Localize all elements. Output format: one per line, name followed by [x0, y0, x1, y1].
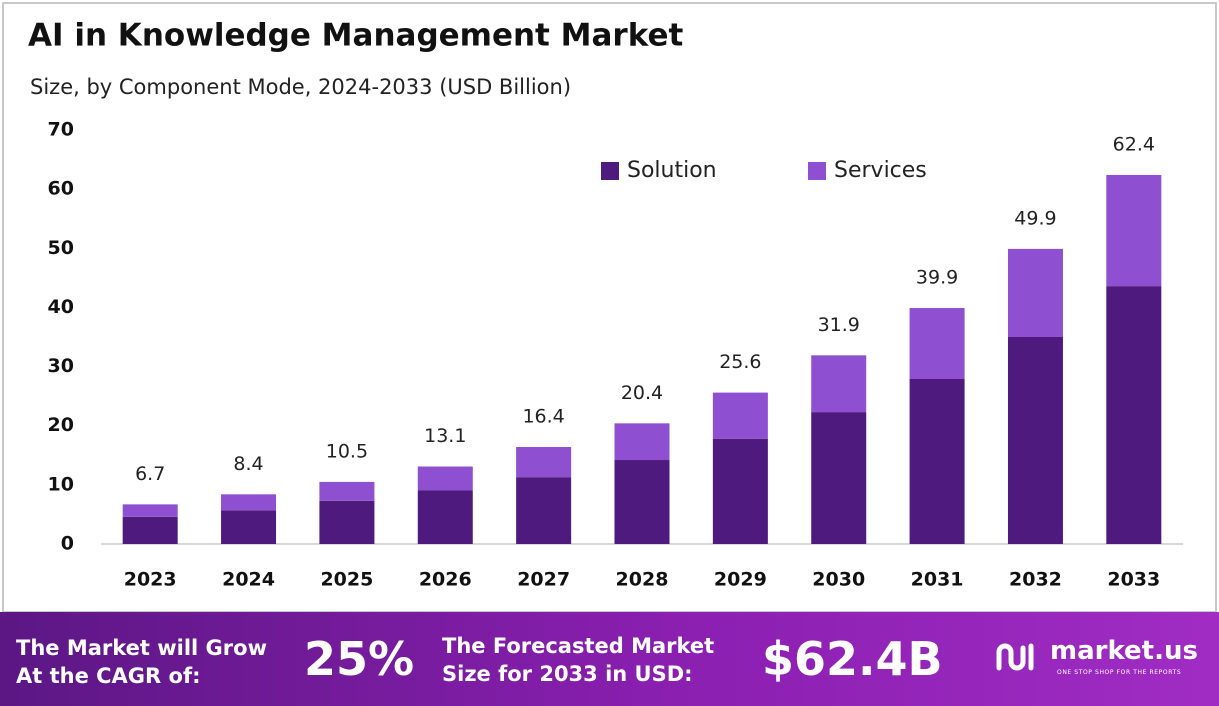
bar-segment: [1106, 174, 1162, 287]
total-label: 31.9: [818, 314, 860, 336]
total-label: 49.9: [1014, 207, 1056, 229]
x-tick-label: 2028: [616, 569, 669, 591]
total-label: 6.7: [135, 463, 165, 485]
bar-segment: [1106, 286, 1162, 544]
y-tick-label: 40: [48, 296, 74, 318]
legend-swatch: [601, 162, 619, 180]
bar-segment: [122, 516, 178, 544]
brand: market.us: [1050, 636, 1198, 666]
x-tick-label: 2030: [812, 569, 865, 591]
bar-segment: [319, 500, 375, 544]
bar-segment: [712, 438, 768, 544]
cagr-value: 25%: [304, 632, 415, 686]
x-tick-label: 2029: [714, 569, 767, 591]
bar-segment: [712, 392, 768, 439]
chart: AI in Knowledge Management Market Size, …: [2, 2, 1217, 612]
y-tick-label: 0: [61, 533, 74, 555]
total-label: 20.4: [621, 382, 663, 404]
x-tick-label: 2024: [222, 569, 275, 591]
bar-segment: [811, 412, 867, 544]
bar-segment: [417, 466, 473, 491]
bar-segment: [909, 308, 965, 379]
total-label: 13.1: [424, 425, 466, 447]
forecast-value: $62.4B: [762, 632, 943, 686]
x-tick-label: 2025: [320, 569, 373, 591]
bar-segment: [614, 423, 670, 461]
legend-label: Solution: [627, 158, 717, 183]
tagline: ONE STOP SHOP FOR THE REPORTS: [1057, 669, 1182, 676]
x-tick-label: 2027: [517, 569, 570, 591]
y-tick-label: 60: [48, 178, 74, 200]
cagr-text: The Market will Grow At the CAGR of:: [16, 636, 267, 688]
bar-segment: [1007, 337, 1063, 544]
bar-segment: [221, 510, 277, 544]
bar-segment: [811, 355, 867, 413]
forecast-text: The Forecasted Market Size for 2033 in U…: [442, 634, 715, 686]
y-tick-label: 10: [48, 473, 74, 495]
x-tick-label: 2026: [419, 569, 472, 591]
bar-segment: [122, 504, 178, 517]
x-tick-label: 2033: [1107, 569, 1160, 591]
bar-segment: [417, 490, 473, 544]
bar-segment: [319, 481, 375, 501]
total-label: 8.4: [233, 453, 263, 475]
footer-banner: The Market will Grow At the CAGR of: 25%…: [0, 612, 1219, 706]
chart-title: AI in Knowledge Management Market: [28, 18, 684, 54]
chart-subtitle: Size, by Component Mode, 2024-2033 (USD …: [30, 75, 571, 99]
x-tick-label: 2032: [1009, 569, 1062, 591]
total-label: 25.6: [719, 351, 761, 373]
legend-swatch: [808, 162, 826, 180]
y-tick-label: 30: [48, 355, 74, 377]
brand-logo: [995, 642, 1043, 672]
total-label: 62.4: [1113, 133, 1155, 155]
bar-segment: [1007, 248, 1063, 337]
bar-segment: [516, 477, 572, 544]
bar-segment: [516, 447, 572, 478]
bar-segment: [221, 494, 277, 511]
bar-segment: [909, 378, 965, 544]
total-label: 16.4: [522, 406, 564, 428]
x-tick-label: 2023: [124, 569, 177, 591]
y-tick-label: 50: [48, 237, 74, 259]
y-tick-label: 20: [48, 414, 74, 436]
bar-segment: [614, 460, 670, 544]
total-label: 10.5: [326, 440, 368, 462]
x-tick-label: 2031: [911, 569, 964, 591]
frame: [2, 2, 1217, 612]
y-tick-label: 70: [48, 119, 74, 141]
legend-label: Services: [834, 158, 927, 183]
total-label: 39.9: [916, 267, 958, 289]
